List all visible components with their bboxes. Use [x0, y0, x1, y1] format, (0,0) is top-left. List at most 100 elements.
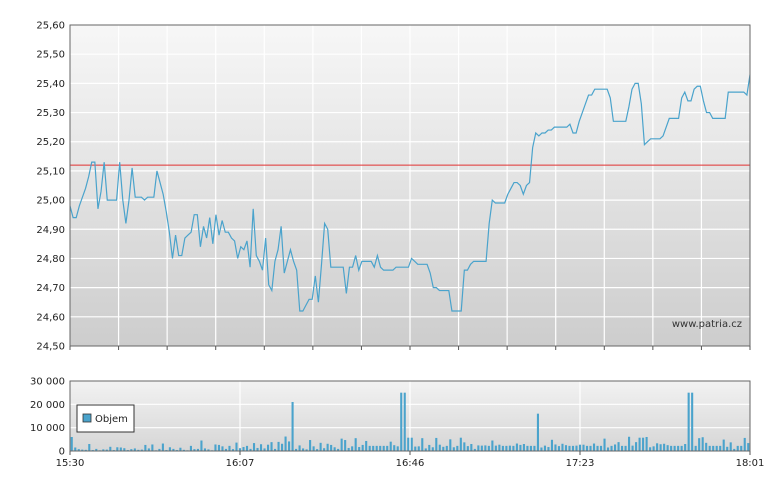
volume-bar	[123, 448, 126, 451]
volume-bar	[733, 448, 736, 451]
volume-bar	[456, 445, 459, 451]
price-y-tick-label: 25,00	[36, 196, 65, 207]
volume-bar	[652, 446, 655, 451]
volume-bar	[389, 441, 392, 451]
volume-bar	[726, 446, 729, 451]
volume-bar	[687, 392, 690, 451]
volume-bar	[291, 402, 294, 451]
volume-bar	[694, 445, 697, 451]
volume-bar	[438, 444, 441, 451]
volume-bar	[375, 445, 378, 451]
volume-bar	[298, 445, 301, 451]
volume-bar	[466, 446, 469, 451]
volume-bar	[638, 437, 641, 451]
volume-bar	[582, 444, 585, 451]
volume-bar	[379, 445, 382, 451]
volume-bar	[365, 440, 368, 451]
volume-bar	[529, 445, 532, 451]
volume-bar	[470, 444, 473, 451]
volume-bar	[736, 445, 739, 451]
volume-bar	[414, 446, 417, 451]
volume-bar	[491, 440, 494, 451]
volume-bar	[326, 443, 329, 451]
volume-bar	[515, 443, 518, 451]
volume-bar	[133, 448, 136, 451]
volume-bar	[305, 449, 308, 451]
volume-bar	[116, 447, 119, 451]
volume-bar	[221, 446, 224, 451]
volume-bar	[158, 448, 161, 451]
volume-bar	[480, 445, 483, 451]
volume-bar	[494, 445, 497, 451]
volume-bar	[543, 445, 546, 451]
volume-bar	[77, 449, 80, 451]
volume-bar	[396, 446, 399, 451]
volume-bar	[302, 448, 305, 451]
volume-bar	[81, 449, 84, 451]
volume-bar	[147, 448, 150, 451]
volume-bar	[207, 449, 210, 451]
volume-bar	[571, 445, 575, 451]
volume-bar	[151, 444, 154, 451]
volume-bar	[592, 443, 596, 451]
time-x-tick-label: 17:23	[566, 458, 595, 469]
volume-bar	[691, 392, 694, 451]
volume-bar	[501, 445, 504, 451]
volume-bar	[578, 444, 582, 451]
volume-bar	[144, 444, 147, 451]
volume-bar	[628, 436, 631, 451]
volume-bar	[137, 449, 140, 451]
price-y-tick-label: 25,10	[36, 166, 65, 177]
volume-bar	[109, 446, 112, 451]
volume-bar	[596, 445, 599, 451]
volume-bar	[624, 445, 627, 451]
price-y-axis: 24,50 24,60 24,70 24,80 24,90 25,00 25,10 25,20…	[36, 21, 65, 353]
volume-bar	[88, 444, 91, 451]
price-y-tick-label: 25,50	[36, 50, 65, 61]
volume-bar	[610, 445, 613, 451]
volume-bar	[386, 445, 389, 451]
price-y-tick-label: 25,60	[36, 21, 65, 32]
volume-bar	[224, 448, 228, 451]
volume-bar	[677, 445, 680, 451]
volume-bar	[673, 445, 676, 451]
volume-bar	[603, 438, 606, 451]
volume-bar	[705, 442, 708, 451]
volume-bar	[421, 438, 424, 451]
volume-bar	[526, 445, 529, 451]
volume-bar	[95, 448, 98, 451]
volume-bar	[228, 445, 231, 451]
volume-bar	[242, 447, 245, 451]
volume-bar	[105, 449, 108, 451]
volume-bar	[505, 445, 508, 451]
volume-bar	[263, 448, 266, 451]
price-y-tick-label: 24,70	[36, 283, 65, 294]
volume-bar	[708, 445, 711, 451]
volume-bar	[277, 441, 280, 451]
volume-bar	[715, 445, 718, 451]
volume-y-tick-label: 30 000	[30, 377, 65, 388]
volume-bar	[743, 437, 746, 451]
volume-bar	[337, 448, 340, 451]
volume-bar	[561, 443, 564, 451]
volume-bar	[547, 447, 550, 451]
volume-bar	[519, 444, 522, 451]
volume-bar	[698, 438, 701, 451]
volume-bar	[621, 445, 624, 451]
time-x-tick-label: 16:07	[226, 458, 255, 469]
volume-bar	[684, 444, 687, 451]
volume-bar	[631, 445, 634, 451]
time-x-tick-label: 16:46	[396, 458, 425, 469]
volume-bar	[712, 445, 715, 451]
volume-bar	[340, 438, 343, 451]
volume-bar	[400, 392, 403, 451]
price-panel: 24,50 24,60 24,70 24,80 24,90 25,00 25,10 25,20…	[36, 21, 751, 353]
volume-y-tick-label: 10 000	[30, 423, 65, 434]
volume-y-tick-label: 20 000	[30, 400, 65, 411]
volume-bar	[393, 445, 396, 451]
volume-bar	[424, 448, 427, 451]
volume-bar	[666, 445, 669, 451]
volume-bar	[309, 440, 312, 451]
volume-bar	[564, 445, 568, 451]
volume-bar	[361, 444, 364, 451]
